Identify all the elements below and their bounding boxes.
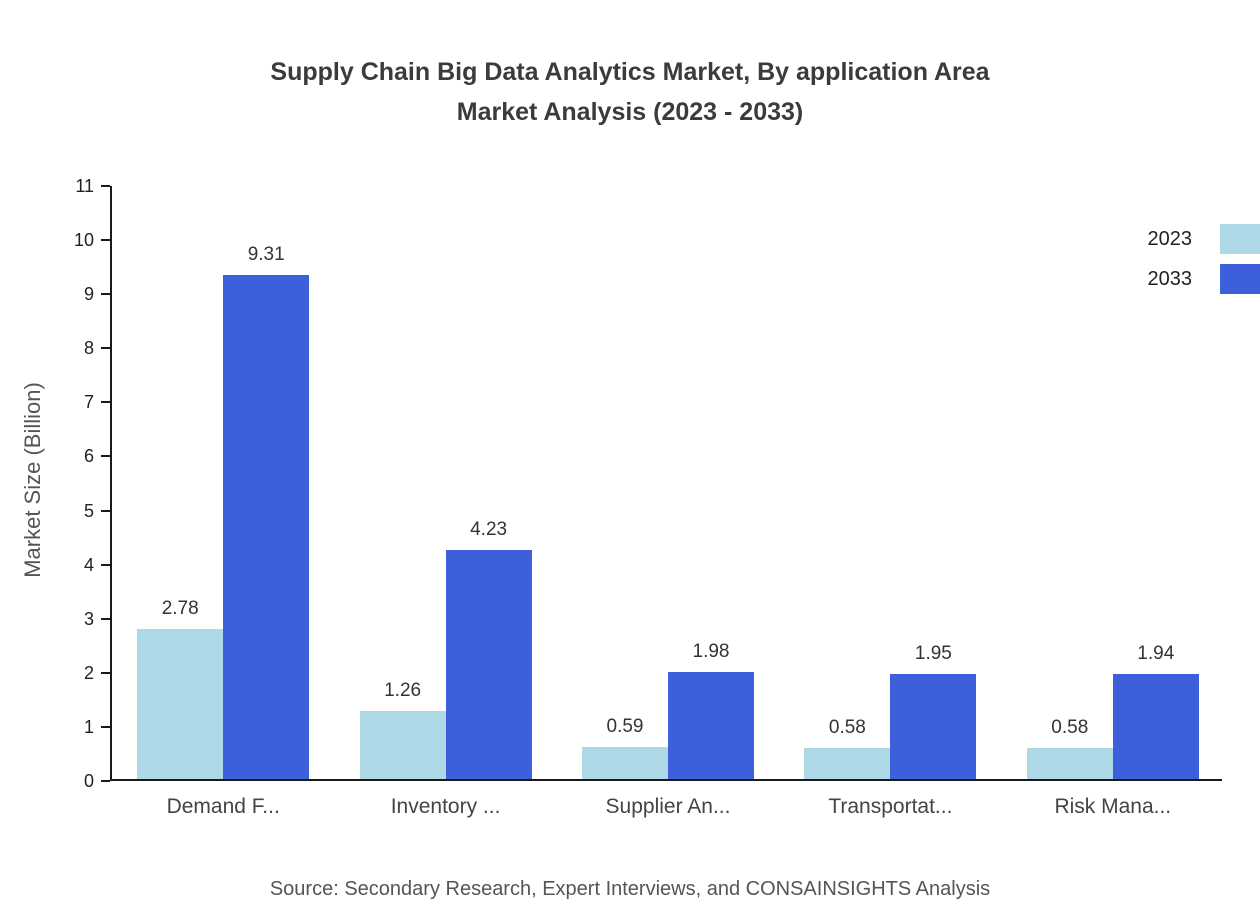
chart-title-line2: Market Analysis (2023 - 2033) [456, 98, 804, 126]
bar-value-label: 1.94 [1137, 643, 1175, 665]
bar-2023 [804, 747, 891, 779]
y-tick-mark [101, 347, 110, 350]
bar-2033 [668, 671, 754, 779]
chart-title-line1: Supply Chain Big Data Analytics Market, … [270, 58, 990, 86]
y-tick-mark [101, 671, 110, 674]
x-axis-label: Supplier An... [605, 795, 731, 818]
bar-value-label: 1.98 [692, 640, 730, 662]
y-tick-mark [101, 780, 110, 782]
bar-2033 [890, 673, 977, 779]
x-axis-label: Transportat... [828, 795, 953, 818]
y-tick-label: 7 [83, 392, 94, 413]
y-tick-mark [101, 563, 110, 566]
y-tick-mark [101, 401, 110, 404]
legend-label: 2033 [1147, 268, 1193, 290]
legend-item-2033: 2033 [0, 264, 1260, 294]
bar-2033 [445, 550, 532, 779]
bar-2023 [1026, 747, 1113, 779]
y-tick-mark [101, 617, 110, 620]
bar-2023 [137, 628, 224, 779]
y-tick-label: 3 [83, 608, 94, 629]
legend-label: 2023 [1147, 228, 1193, 250]
bar-value-label: 4.23 [470, 519, 508, 541]
y-axis-title: Market Size (Billion) [20, 382, 45, 578]
y-tick-label: 11 [75, 176, 94, 196]
y-tick-label: 2 [83, 662, 94, 683]
legend-swatch [1220, 224, 1260, 254]
y-tick-label: 6 [83, 446, 94, 467]
legend-item-2023: 2023 [0, 224, 1260, 254]
y-tick-label: 10 [73, 230, 94, 251]
y-tick-mark [101, 725, 110, 728]
x-axis-label: Demand F... [166, 795, 280, 818]
y-tick-mark [101, 455, 110, 458]
y-tick-mark [101, 239, 110, 242]
bar-2023 [359, 710, 446, 779]
bar-2023 [582, 747, 668, 779]
y-tick-label: 1 [83, 716, 94, 737]
plot-area: 0 1 2 3 4 5 6 7 8 9 10 11 2.78 1.26 0.59 0.58 0.58 9.31 4.… [74, 177, 1222, 818]
y-tick-label: 9 [83, 284, 94, 305]
y-tick-label: 8 [83, 338, 94, 359]
x-axis-label: Risk Mana... [1054, 795, 1172, 818]
y-tick-label: 0 [83, 771, 94, 791]
y-tick-label: 5 [83, 500, 94, 521]
bar-value-label: 9.31 [247, 244, 285, 266]
y-tick-mark [101, 185, 110, 187]
bar-value-label: 0.58 [1051, 716, 1089, 738]
bar-value-label: 1.95 [914, 642, 952, 664]
source-note: Source: Secondary Research, Expert Inter… [269, 878, 991, 900]
chart-title: Supply Chain Big Data Analytics Market, … [0, 52, 1260, 132]
y-tick-label: 4 [83, 554, 94, 575]
bar-2033 [1112, 674, 1199, 779]
y-tick-mark [101, 293, 110, 296]
bar-value-label: 0.58 [828, 716, 866, 738]
bar-value-label: 1.26 [384, 679, 422, 701]
y-tick-mark [101, 509, 110, 512]
legend-swatch [1220, 264, 1260, 294]
bar-2033 [223, 275, 310, 779]
bar-value-label: 0.59 [606, 716, 644, 738]
x-axis-label: Inventory ... [390, 795, 501, 818]
bar-value-label: 2.78 [161, 597, 199, 619]
